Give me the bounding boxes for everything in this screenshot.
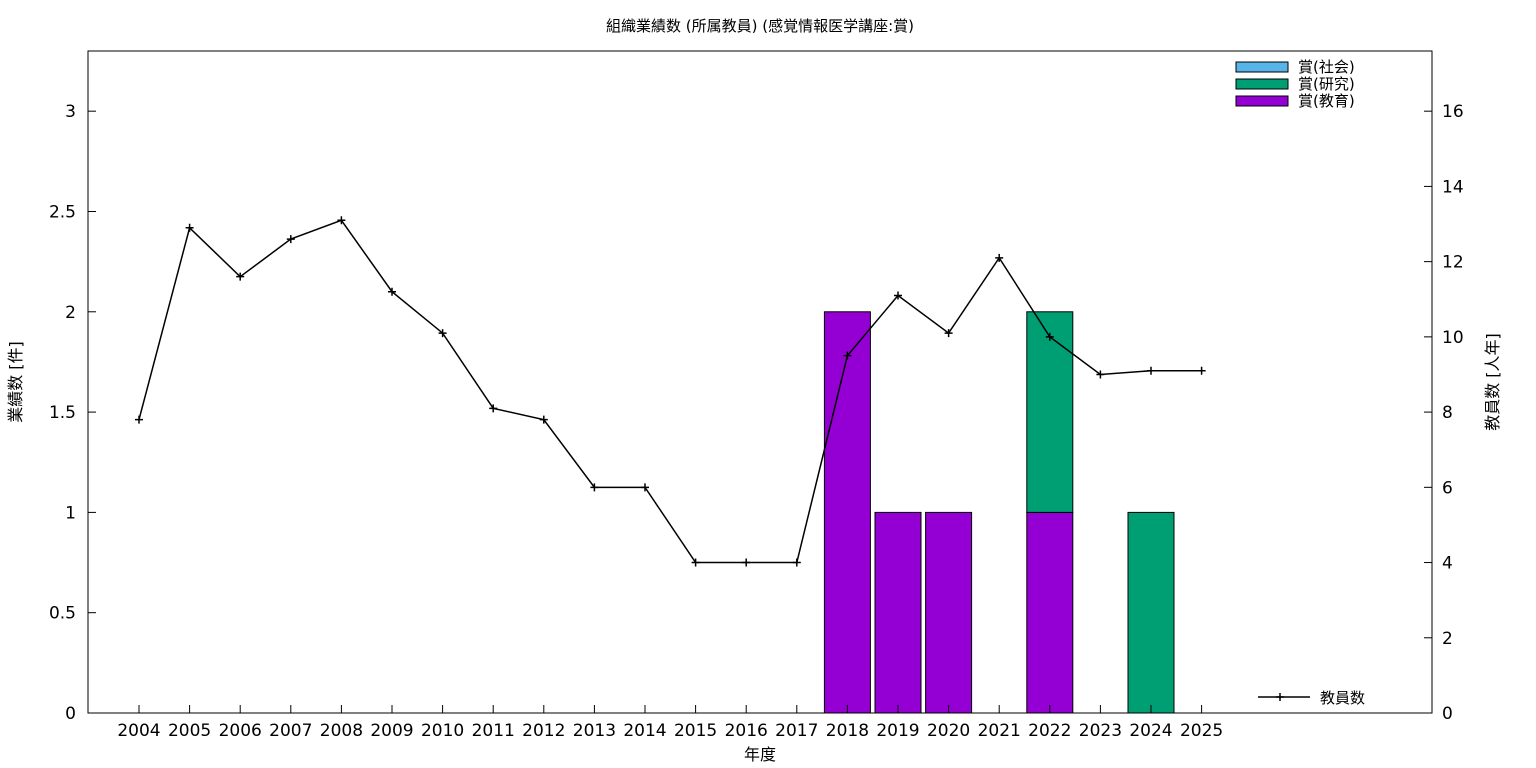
x-tick-label: 2014 [623,721,666,741]
data-point [438,329,447,338]
chart-title: 組織業績数 (所属教員) (感覚情報医学講座:賞) [606,17,914,35]
x-tick-label: 2007 [269,721,312,741]
data-point [1096,370,1105,379]
y2-tick-label: 4 [1442,554,1453,574]
x-tick-label: 2015 [674,721,717,741]
data-point [539,415,548,424]
legend-label: 賞(社会) [1298,58,1355,76]
data-point [843,351,852,360]
line-layer [135,216,1206,567]
data-point [236,272,245,281]
y-tick-label: 1.5 [49,403,76,423]
y2-tick-label: 0 [1442,704,1453,724]
legend-label: 賞(研究) [1298,75,1355,93]
legend-swatch [1235,78,1289,90]
x-tick-label: 2025 [1180,721,1223,741]
y-tick-label: 0.5 [49,604,76,624]
legend-swatch [1235,61,1289,73]
x-tick-label: 2004 [117,721,160,741]
data-point [792,558,801,567]
x-tick-label: 2010 [421,721,464,741]
data-point [742,558,751,567]
x-tick-label: 2019 [876,721,919,741]
x-tick-label: 2005 [168,721,211,741]
x-tick-label: 2016 [725,721,768,741]
data-point [388,287,396,296]
series-line [138,219,1202,564]
data-point [337,216,346,225]
axes-layer: 0 0.5 1 1.5 2 2.5 3 0 2 4 6 8 10 12 14 16 2004 2005 2006 20… [49,102,1464,741]
data-point [185,223,194,232]
y2-tick-label: 10 [1442,328,1464,348]
bar [823,311,871,714]
data-point [641,483,649,492]
data-point [489,404,498,413]
legend-label: 賞(教育) [1298,92,1355,110]
x-tick-label: 2023 [1079,721,1122,741]
data-point [590,483,599,492]
y2-tick-label: 2 [1442,629,1453,649]
bar [874,511,922,714]
data-point [1045,332,1054,341]
data-point [944,329,953,338]
legend-line-label: 教員数 [1320,689,1365,707]
x-tick-label: 2021 [978,721,1021,741]
legend: 賞(社会)賞(研究)賞(教育) 教員数 [1235,58,1365,707]
y-tick-label: 2 [65,303,76,323]
data-point [691,558,700,567]
data-point [286,235,295,244]
data-point [995,253,1004,262]
plot-frame [87,50,1433,714]
x-tick-label: 2006 [219,721,262,741]
y-tick-label: 1 [65,503,76,523]
data-point [135,415,143,424]
x-tick-label: 2017 [775,721,818,741]
legend-swatch [1235,95,1289,107]
x-tick-label: 2012 [522,721,565,741]
bars-layer [823,311,1175,714]
x-tick-label: 2008 [320,721,363,741]
y-tick-label: 2.5 [49,202,76,222]
x-tick-label: 2011 [472,721,515,741]
bar [1026,511,1074,714]
y2-tick-label: 6 [1442,478,1453,498]
x-tick-label: 2013 [573,721,616,741]
x-tick-label: 2024 [1129,721,1172,741]
legend-line-marker [1276,693,1284,701]
y2-tick-label: 12 [1442,253,1464,273]
data-point [1197,366,1206,375]
data-point [1147,366,1155,375]
data-point [894,291,902,300]
y-axis-label: 業績数 [件] [6,341,25,423]
x-tick-label: 2018 [826,721,869,741]
y-tick-label: 0 [65,704,76,724]
x-tick-label: 2022 [1028,721,1071,741]
x-axis-label: 年度 [744,745,776,764]
y-tick-label: 3 [65,102,76,122]
y2-axis-label: 教員数 [人年] [1483,333,1502,431]
y2-tick-label: 8 [1442,403,1453,423]
bar [925,511,973,714]
bar [1026,311,1074,513]
y2-tick-label: 16 [1442,102,1464,122]
y2-tick-label: 14 [1442,177,1464,197]
x-tick-label: 2020 [927,721,970,741]
x-tick-label: 2009 [370,721,413,741]
bar [1127,511,1175,714]
